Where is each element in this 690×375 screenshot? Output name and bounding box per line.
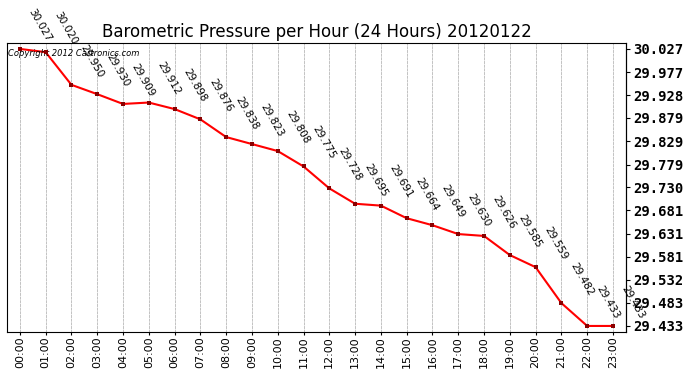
Text: 29.482: 29.482 — [569, 261, 595, 297]
Text: 29.909: 29.909 — [130, 62, 157, 98]
Text: 29.823: 29.823 — [259, 102, 286, 138]
Text: 29.950: 29.950 — [79, 43, 105, 79]
Text: 29.838: 29.838 — [233, 95, 260, 132]
Text: 29.930: 29.930 — [104, 52, 131, 88]
Text: 29.630: 29.630 — [465, 192, 492, 228]
Text: 29.898: 29.898 — [181, 67, 208, 104]
Text: 29.691: 29.691 — [388, 164, 415, 200]
Text: 29.626: 29.626 — [491, 194, 518, 230]
Text: 29.775: 29.775 — [310, 124, 337, 161]
Text: 29.585: 29.585 — [517, 213, 544, 249]
Text: 29.912: 29.912 — [156, 60, 183, 97]
Text: 29.695: 29.695 — [362, 162, 389, 198]
Text: 29.433: 29.433 — [594, 284, 621, 320]
Text: 29.433: 29.433 — [620, 284, 647, 320]
Title: Barometric Pressure per Hour (24 Hours) 20120122: Barometric Pressure per Hour (24 Hours) … — [101, 23, 531, 41]
Text: 30.027: 30.027 — [27, 7, 54, 44]
Text: 29.876: 29.876 — [207, 77, 234, 114]
Text: 29.664: 29.664 — [413, 176, 440, 213]
Text: Copyright 2012 Cartronics.com: Copyright 2012 Cartronics.com — [8, 49, 139, 58]
Text: 29.649: 29.649 — [440, 183, 466, 220]
Text: 29.728: 29.728 — [336, 146, 363, 183]
Text: 29.559: 29.559 — [542, 225, 569, 262]
Text: 30.020: 30.020 — [52, 10, 79, 46]
Text: 29.808: 29.808 — [285, 109, 311, 146]
